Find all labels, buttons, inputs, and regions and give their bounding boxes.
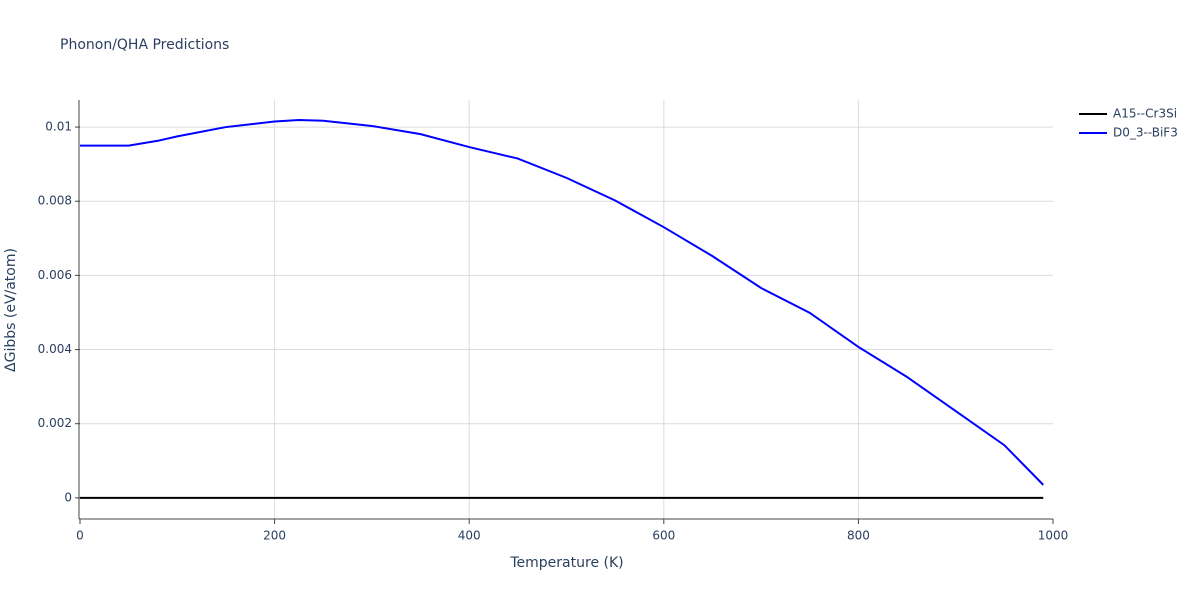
- x-tick-label: 200: [263, 529, 286, 543]
- x-tick-label: 0: [76, 529, 84, 543]
- y-tick-label: 0.004: [38, 342, 72, 356]
- legend-label: A15--Cr3Si: [1113, 107, 1177, 121]
- x-tick-label: 400: [458, 529, 481, 543]
- plot: [80, 119, 1044, 499]
- y-axis-title: ΔGibbs (eV/atom): [3, 248, 19, 372]
- y-tick-label: 0.01: [45, 120, 72, 134]
- x-axis-title: Temperature (K): [509, 555, 623, 571]
- x-tick-label: 800: [847, 529, 870, 543]
- y-tick-label: 0.006: [38, 268, 72, 282]
- chart-title: Phonon/QHA Predictions: [60, 37, 229, 53]
- legend: A15--Cr3Si D0_3--BiF3: [1079, 107, 1178, 140]
- x-tick-label: 600: [652, 529, 675, 543]
- y-tick-label: 0.008: [38, 194, 72, 208]
- legend-label: D0_3--BiF3: [1113, 126, 1178, 140]
- y-tick-label: 0: [64, 490, 72, 504]
- grid: [80, 100, 1053, 519]
- series-line: [80, 119, 1044, 486]
- x-tick-label: 1000: [1038, 529, 1069, 543]
- y-tick-label: 0.002: [38, 416, 72, 430]
